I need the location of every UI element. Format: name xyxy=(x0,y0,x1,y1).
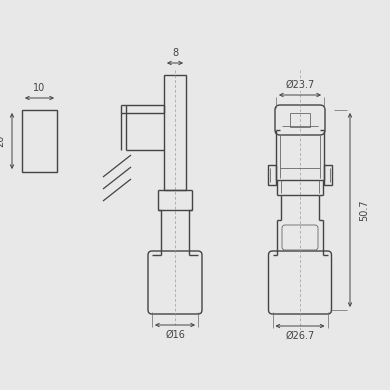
Bar xyxy=(268,165,276,185)
Text: Ø26.7: Ø26.7 xyxy=(285,331,315,341)
Text: 10: 10 xyxy=(34,83,46,93)
Text: 50.7: 50.7 xyxy=(359,199,369,221)
Bar xyxy=(22,110,57,172)
Text: Ø23.7: Ø23.7 xyxy=(285,80,315,90)
Text: 8: 8 xyxy=(172,48,178,58)
Text: Ø16: Ø16 xyxy=(165,330,185,340)
Text: 20: 20 xyxy=(0,135,5,147)
Bar xyxy=(324,165,332,185)
Bar xyxy=(164,75,186,190)
Bar xyxy=(290,113,310,127)
